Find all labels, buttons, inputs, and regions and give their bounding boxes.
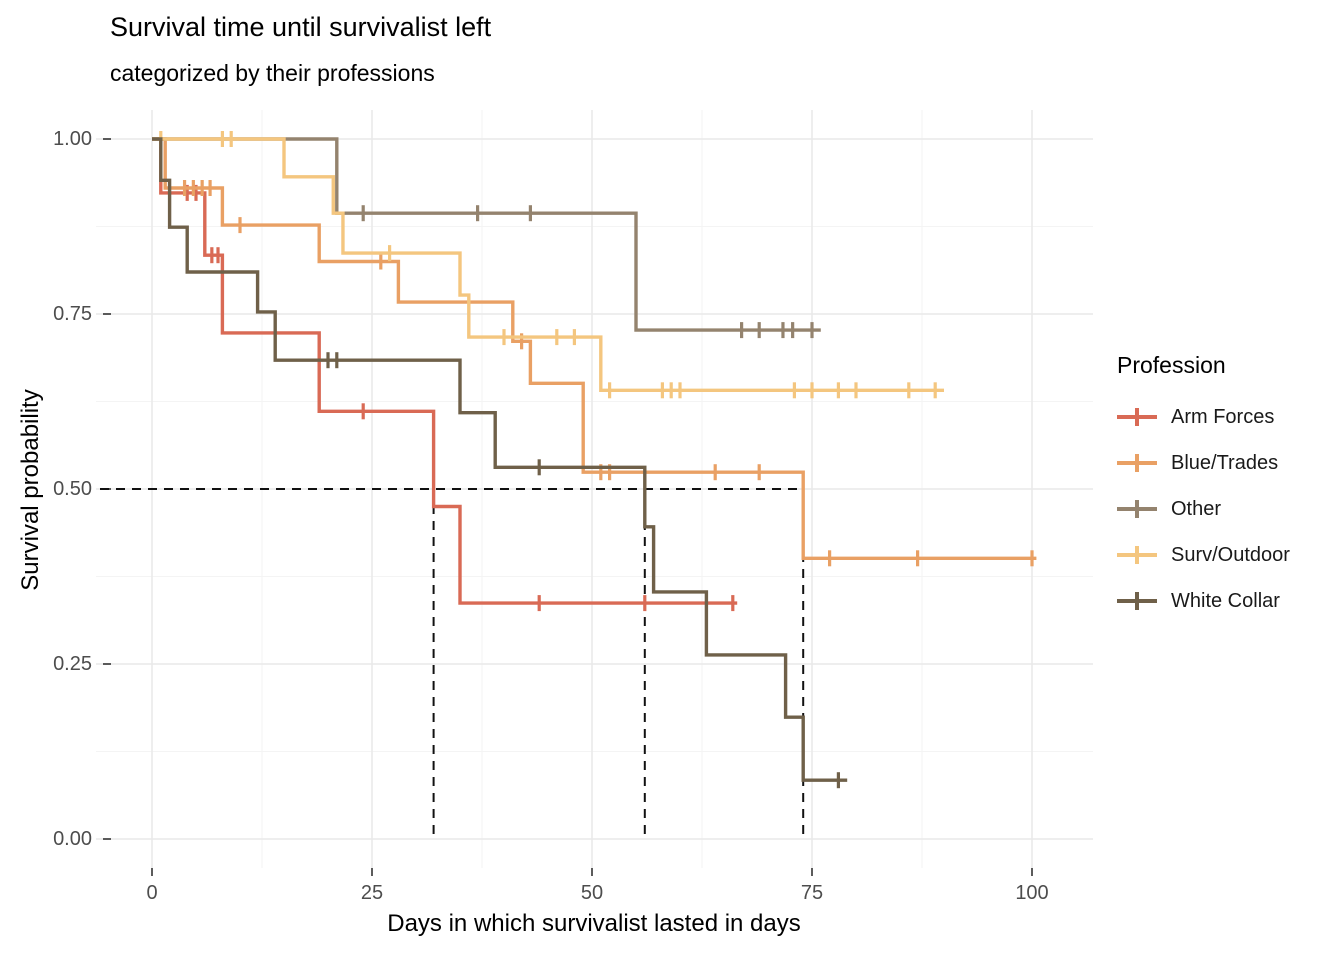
legend-title: Profession	[1117, 352, 1226, 378]
x-tick-label: 50	[580, 882, 604, 904]
legend-item-arm-forces: Arm Forces	[1117, 394, 1341, 440]
censor-plus-icon	[1117, 453, 1157, 473]
censor-plus-icon	[1117, 591, 1157, 611]
y-tick-label: 1.00	[53, 128, 92, 150]
legend-item-other: Other	[1117, 486, 1341, 532]
censor-plus-icon	[1117, 499, 1157, 519]
y-axis-title: Survival probability	[17, 389, 44, 591]
legend-item-label: Surv/Outdoor	[1171, 543, 1290, 566]
x-tick-label: 0	[146, 882, 158, 904]
censor-plus-icon	[1117, 545, 1157, 565]
legend-item-white-collar: White Collar	[1117, 578, 1341, 624]
legend-item-label: Arm Forces	[1171, 405, 1275, 428]
legend-item-label: Other	[1171, 497, 1222, 520]
legend-item-label: White Collar	[1171, 589, 1280, 612]
y-tick-label: 0.75	[53, 303, 92, 325]
legend-item-surv-outdoor: Surv/Outdoor	[1117, 532, 1341, 578]
x-tick-label: 25	[360, 882, 384, 904]
chart-title: Survival time until survivalist left	[110, 12, 492, 42]
x-tick-label: 75	[800, 882, 824, 904]
chart-subtitle: categorized by their professions	[110, 60, 435, 86]
legend: Profession Arm Forces Blue/Trades Other …	[1117, 350, 1341, 624]
censor-plus-icon	[1117, 407, 1157, 427]
y-tick-label: 0.00	[53, 828, 92, 850]
x-tick-label: 100	[1015, 882, 1049, 904]
y-tick-label: 0.25	[53, 653, 92, 675]
y-tick-label: 0.50	[53, 478, 92, 500]
legend-item-label: Blue/Trades	[1171, 451, 1279, 474]
legend-item-blue-trades: Blue/Trades	[1117, 440, 1341, 486]
x-axis-title: Days in which survivalist lasted in days	[387, 910, 801, 937]
